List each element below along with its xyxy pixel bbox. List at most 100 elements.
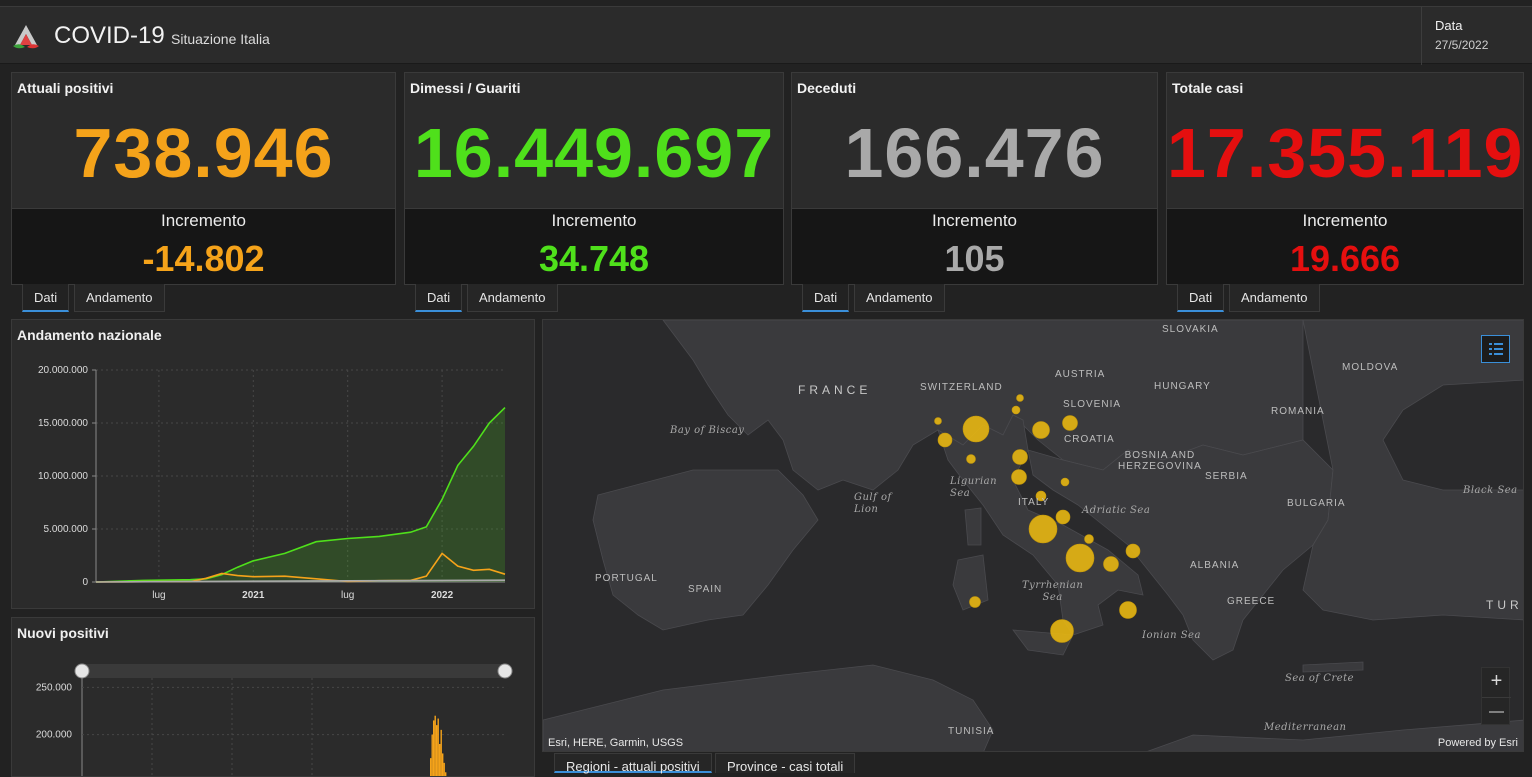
map-bubble — [1029, 515, 1057, 543]
map-powered-by[interactable]: Powered by Esri — [1438, 737, 1518, 749]
tab-andamento[interactable]: Andamento — [854, 284, 945, 312]
kpi-value: 738.946 — [12, 113, 395, 193]
map-label-tunisia: TUNISIA — [948, 726, 994, 737]
map-label-mediterranean: Mediterranean — [1264, 722, 1346, 733]
trend-chart: 20.000.00015.000.00010.000.0005.000.0000… — [12, 320, 534, 608]
bar-new-positives — [432, 735, 433, 777]
map-label-sea-of-crete: Sea of Crete — [1285, 673, 1354, 684]
range-slider-handle-right — [498, 664, 512, 678]
y-tick-label: 5.000.000 — [44, 524, 89, 535]
bar-new-positives — [445, 772, 446, 777]
tab-province-casi-totali[interactable]: Province - casi totali — [715, 753, 855, 773]
zoom-in-button[interactable]: + — [1482, 668, 1511, 697]
zoom-control: + — — [1481, 667, 1510, 725]
y-tick-label: 0 — [82, 577, 88, 588]
kpi-totale-casi: Totale casi 17.355.119 Incremento 19.666 — [1166, 72, 1524, 285]
x-tick-label: 2021 — [242, 590, 265, 601]
kpi-title: Attuali positivi — [17, 80, 113, 96]
map-label-austria: AUSTRIA — [1055, 369, 1105, 380]
date-value: 27/5/2022 — [1435, 38, 1488, 52]
italian-republic-logo-icon — [11, 23, 41, 51]
map-bubble — [938, 433, 952, 447]
range-slider-handle-left — [75, 664, 89, 678]
map-label-slovenia: SLOVENIA — [1063, 399, 1121, 410]
x-tick-label: 2022 — [431, 590, 454, 601]
kpi-increment-value: 34.748 — [405, 238, 783, 280]
bar-new-positives — [438, 719, 439, 777]
tab-andamento[interactable]: Andamento — [1229, 284, 1320, 312]
kpi-title: Totale casi — [1172, 80, 1243, 96]
kpi-value: 16.449.697 — [405, 113, 783, 193]
tab-dati[interactable]: Dati — [1177, 284, 1224, 312]
y-tick-label: 250.000 — [36, 682, 73, 693]
map-bubble — [1051, 620, 1074, 643]
map-label-spain: SPAIN — [688, 584, 722, 595]
kpi-attuali-positivi: Attuali positivi 738.946 Incremento -14.… — [11, 72, 396, 285]
kpi-increment-label: Incremento — [405, 211, 783, 231]
map-bubble — [1063, 416, 1078, 431]
map-attribution: Esri, HERE, Garmin, USGS — [548, 737, 683, 749]
map-bubble — [1085, 535, 1094, 544]
map-label-france: FRANCE — [798, 383, 871, 397]
map-label-bosnia: BOSNIA AND HERZEGOVINA — [1118, 450, 1202, 472]
map-label-greece: GREECE — [1227, 596, 1275, 607]
x-tick-label: lug — [152, 590, 165, 601]
map-label-turkey: TUR — [1486, 598, 1523, 612]
map-bubble — [1033, 422, 1050, 439]
map-bubble — [1056, 510, 1070, 524]
map-bubble — [967, 455, 976, 464]
tab-dati[interactable]: Dati — [22, 284, 69, 312]
map-label-bulgaria: BULGARIA — [1287, 498, 1346, 509]
map-label-bay-of-biscay: Bay of Biscay — [670, 425, 744, 436]
map-bubble — [935, 418, 942, 425]
tab-dati[interactable]: Dati — [802, 284, 849, 312]
bar-new-positives — [436, 725, 437, 777]
map-panel[interactable]: SLOVAKIA AUSTRIA HUNGARY MOLDOVA FRANCE … — [542, 319, 1524, 752]
map-label-italy: ITALY — [1018, 497, 1049, 508]
bar-new-positives — [430, 758, 431, 777]
kpi-dimessi-guariti: Dimessi / Guariti 16.449.697 Incremento … — [404, 72, 784, 285]
map-label-moldova: MOLDOVA — [1342, 362, 1398, 373]
map-bubble — [1012, 406, 1020, 414]
map-bubble — [1012, 470, 1027, 485]
kpi-increment-box: Incremento -14.802 — [12, 208, 395, 284]
kpi-increment-value: 19.666 — [1167, 238, 1523, 280]
kpi-increment-value: -14.802 — [12, 238, 395, 280]
map-canvas[interactable] — [543, 320, 1524, 752]
app-title: COVID-19 — [54, 22, 165, 50]
map-label-switzerland: SWITZERLAND — [920, 382, 1003, 393]
map-label-adriatic-sea: Adriatic Sea — [1082, 505, 1150, 516]
kpi-value: 166.476 — [792, 113, 1157, 193]
kpi-increment-box: Incremento 19.666 — [1167, 208, 1523, 284]
date-label: Data — [1435, 18, 1462, 33]
bar-new-positives — [442, 753, 443, 777]
kpi-increment-label: Incremento — [1167, 211, 1523, 231]
map-bubble — [1013, 450, 1028, 465]
map-bubble — [1120, 602, 1137, 619]
map-label-serbia: SERBIA — [1205, 471, 1248, 482]
map-bubble — [970, 597, 981, 608]
map-bubble — [963, 416, 989, 442]
legend-list-icon[interactable] — [1481, 335, 1510, 363]
new-positives-title: Nuovi positivi — [17, 625, 109, 641]
map-bubble — [1061, 478, 1069, 486]
y-tick-label: 15.000.000 — [38, 418, 88, 429]
map-label-portugal: PORTUGAL — [595, 573, 658, 584]
map-bubble — [1066, 544, 1094, 572]
map-label-black-sea: Black Sea — [1463, 485, 1518, 496]
tab-andamento[interactable]: Andamento — [467, 284, 558, 312]
map-label-tyrrhenian-sea: Tyrrhenian Sea — [1022, 580, 1083, 604]
zoom-out-button[interactable]: — — [1482, 697, 1511, 726]
range-slider-track — [82, 664, 505, 678]
kpi-increment-box: Incremento 34.748 — [405, 208, 783, 284]
y-tick-label: 10.000.000 — [38, 471, 88, 482]
map-bubble — [1126, 544, 1140, 558]
tab-dati[interactable]: Dati — [415, 284, 462, 312]
tab-andamento[interactable]: Andamento — [74, 284, 165, 312]
tab-regioni-attuali-positivi[interactable]: Regioni - attuali positivi — [554, 753, 712, 773]
map-label-ionian-sea: Ionian Sea — [1142, 630, 1201, 641]
kpi-title: Deceduti — [797, 80, 856, 96]
bar-new-positives — [433, 720, 434, 777]
date-box: Data 27/5/2022 — [1421, 7, 1532, 65]
